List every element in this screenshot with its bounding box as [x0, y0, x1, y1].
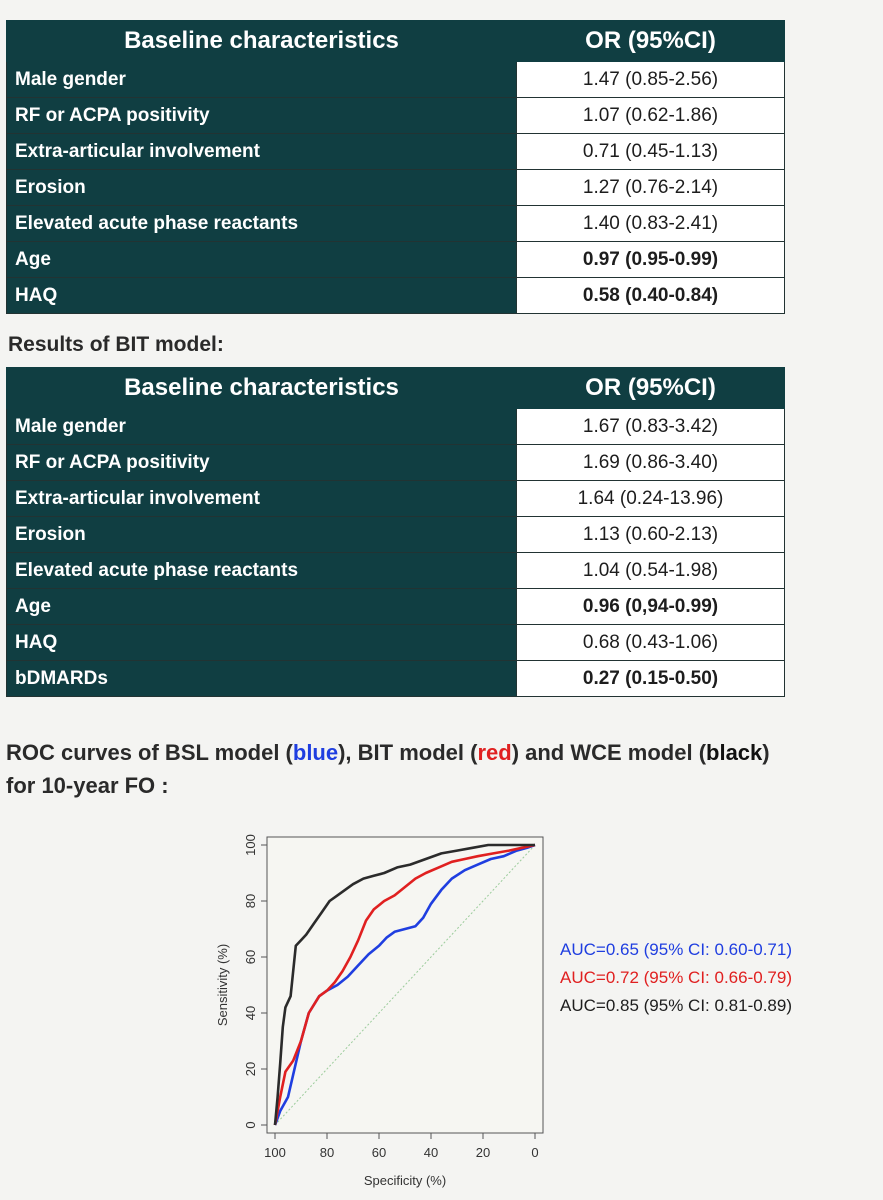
row-value: 1.04 (0.54-1.98) — [516, 552, 785, 589]
auc-label-blue: AUC=0.65 (95% CI: 0.60-0.71) — [560, 940, 792, 959]
row-value: 1.27 (0.76-2.14) — [516, 169, 785, 206]
table-row: RF or ACPA positivity 1.69 (0.86-3.40) — [6, 444, 785, 481]
row-label: Male gender — [6, 61, 517, 98]
roc-heading-text: ) and WCE model ( — [511, 740, 707, 765]
x-axis-label: Specificity (%) — [364, 1173, 446, 1188]
y-tick-label: 40 — [243, 1006, 258, 1020]
blue-label: blue — [292, 740, 339, 765]
roc-heading-text: ) — [762, 740, 770, 765]
row-value: 0.68 (0.43-1.06) — [516, 624, 785, 661]
y-tick-label: 0 — [243, 1121, 258, 1128]
row-value: 1.69 (0.86-3.40) — [516, 444, 785, 481]
row-label: bDMARDs — [6, 660, 517, 697]
table-row: Elevated acute phase reactants 1.40 (0.83… — [6, 205, 785, 242]
x-tick-label: 80 — [320, 1145, 334, 1160]
black-roc-curve — [273, 843, 535, 1126]
row-value: 1.13 (0.60-2.13) — [516, 516, 785, 553]
auc-label-red: AUC=0.72 (95% CI: 0.66-0.79) — [560, 968, 792, 987]
row-label: HAQ — [6, 624, 517, 661]
row-label: RF or ACPA positivity — [6, 444, 517, 481]
red-roc-curve — [273, 843, 536, 1126]
auc-label-black: AUC=0.85 (95% CI: 0.81-0.89) — [560, 996, 792, 1015]
column-header-characteristics: Baseline characteristics — [6, 20, 517, 62]
table-row: Age 0.96 (0,94-0.99) — [6, 588, 785, 625]
row-label: Extra-articular involvement — [6, 133, 517, 170]
x-tick-label: 40 — [424, 1145, 438, 1160]
roc-chart: 100 80 60 40 20 0 0 20 40 60 80 100 Specificity (%) S… — [215, 834, 544, 1188]
black-label: black — [706, 740, 763, 765]
row-value: 0.71 (0.45-1.13) — [516, 133, 785, 170]
table-row: RF or ACPA positivity 1.07 (0.62-1.86) — [6, 97, 785, 134]
row-value: 0.96 (0,94-0.99) — [516, 588, 785, 625]
x-tick-label: 100 — [264, 1145, 286, 1160]
column-header-or: OR (95%CI) — [516, 367, 785, 409]
roc-heading-text: ROC curves of BSL model ( — [6, 740, 293, 765]
x-tick-label: 20 — [476, 1145, 490, 1160]
y-tick-label: 20 — [243, 1062, 258, 1076]
red-label: red — [477, 740, 512, 765]
row-label: Erosion — [6, 169, 517, 206]
table-row: Elevated acute phase reactants 1.04 (0.54… — [6, 552, 785, 589]
baseline-or-table: Baseline characteristics OR (95%CI) Male… — [6, 20, 785, 314]
row-label: Elevated acute phase reactants — [6, 205, 517, 242]
column-header-characteristics: Baseline characteristics — [6, 367, 517, 409]
table-row: Extra-articular involvement 0.71 (0.45-1.… — [6, 133, 785, 170]
row-value: 0.58 (0.40-0.84) — [516, 277, 785, 314]
row-value: 1.40 (0.83-2.41) — [516, 205, 785, 242]
table-row: bDMARDs 0.27 (0.15-0.50) — [6, 660, 785, 697]
row-label: Erosion — [6, 516, 517, 553]
table-row: Male gender 1.47 (0.85-2.56) — [6, 61, 785, 98]
roc-heading: ROC curves of BSL model (blue), BIT mode… — [6, 736, 876, 802]
table-row: Age 0.97 (0.95-0.99) — [6, 241, 785, 278]
row-value: 0.97 (0.95-0.99) — [516, 241, 785, 278]
table-header-row: Baseline characteristics OR (95%CI) — [6, 20, 785, 62]
x-tick-label: 0 — [531, 1145, 538, 1160]
row-value: 1.47 (0.85-2.56) — [516, 61, 785, 98]
bit-or-table: Baseline characteristics OR (95%CI) Male… — [6, 367, 785, 697]
table-row: Extra-articular involvement 1.64 (0.24-13… — [6, 480, 785, 517]
table-body: Male gender 1.67 (0.83-3.42) RF or ACPA po… — [6, 408, 785, 697]
y-tick-label: 80 — [243, 894, 258, 908]
table-body: Male gender 1.47 (0.85-2.56) RF or ACPA po… — [6, 61, 785, 314]
row-label: Elevated acute phase reactants — [6, 552, 517, 589]
row-label: Age — [6, 588, 517, 625]
table-row: HAQ 0.58 (0.40-0.84) — [6, 277, 785, 314]
column-header-or: OR (95%CI) — [516, 20, 785, 62]
roc-heading-text: ), BIT model ( — [338, 740, 478, 765]
row-value: 0.27 (0.15-0.50) — [516, 660, 785, 697]
table-row: HAQ 0.68 (0.43-1.06) — [6, 624, 785, 661]
row-label: RF or ACPA positivity — [6, 97, 517, 134]
roc-heading-line2: for 10-year FO : — [6, 773, 169, 798]
table-row: Erosion 1.13 (0.60-2.13) — [6, 516, 785, 553]
y-tick-label: 100 — [243, 834, 258, 856]
y-tick-label: 60 — [243, 950, 258, 964]
table-row: Male gender 1.67 (0.83-3.42) — [6, 408, 785, 445]
bit-results-heading: Results of BIT model: — [8, 333, 224, 356]
y-axis-label: Sensitivity (%) — [215, 944, 230, 1026]
table-header-row: Baseline characteristics OR (95%CI) — [6, 367, 785, 409]
row-value: 1.07 (0.62-1.86) — [516, 97, 785, 134]
x-tick-label: 60 — [372, 1145, 386, 1160]
row-label: Age — [6, 241, 517, 278]
row-label: HAQ — [6, 277, 517, 314]
row-value: 1.64 (0.24-13.96) — [516, 480, 785, 517]
row-label: Extra-articular involvement — [6, 480, 517, 517]
row-label: Male gender — [6, 408, 517, 445]
table-row: Erosion 1.27 (0.76-2.14) — [6, 169, 785, 206]
row-value: 1.67 (0.83-3.42) — [516, 408, 785, 445]
